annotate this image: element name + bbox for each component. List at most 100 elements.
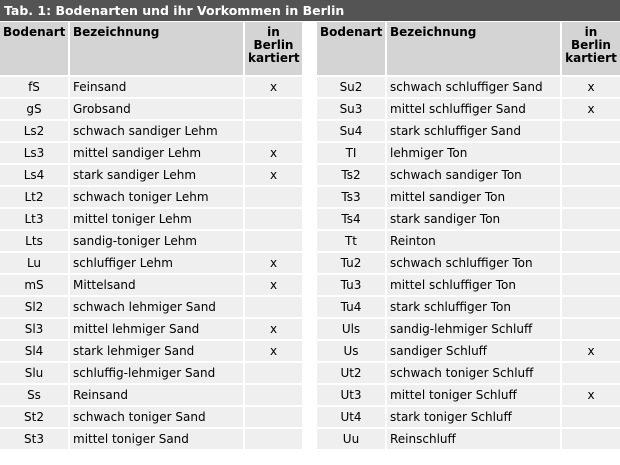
cell-bodenart: Ts2 xyxy=(317,164,387,187)
cell-bezeichnung: schwach schluffiger Ton xyxy=(386,252,562,275)
cell-bodenart: Ut3 xyxy=(317,384,387,407)
soil-table-right: Bodenart Bezeichnung in Berlin kartiert … xyxy=(317,22,620,451)
cell-bezeichnung: mittel toniger Lehm xyxy=(69,208,245,231)
cell-kartiert xyxy=(561,428,620,451)
table-row: Ls4 stark sandiger Lehm x xyxy=(0,164,302,187)
header-kartiert: in Berlin kartiert xyxy=(244,22,302,77)
table-row: gS Grobsand xyxy=(0,98,302,121)
cell-bezeichnung: stark sandiger Lehm xyxy=(69,164,245,187)
cell-bezeichnung: mittel toniger Schluff xyxy=(386,384,562,407)
table-row: Ut3 mittel toniger Schluff x xyxy=(317,384,620,407)
cell-kartiert xyxy=(561,142,620,165)
cell-bodenart: TI xyxy=(317,142,387,165)
cell-kartiert xyxy=(561,362,620,385)
cell-bezeichnung: mittel lehmiger Sand xyxy=(69,318,245,341)
cell-bezeichnung: stark sandiger Ton xyxy=(386,208,562,231)
table-row: Uu Reinschluff xyxy=(317,428,620,451)
cell-bezeichnung: Reinton xyxy=(386,230,562,253)
table-row: Ut2 schwach toniger Schluff xyxy=(317,362,620,385)
header-bodenart: Bodenart xyxy=(317,22,387,77)
cell-bezeichnung: Mittelsand xyxy=(69,274,245,297)
table-row: Lt2 schwach toniger Lehm xyxy=(0,186,302,209)
cell-kartiert xyxy=(244,362,302,385)
cell-bodenart: Ut2 xyxy=(317,362,387,385)
header-bezeichnung: Bezeichnung xyxy=(69,22,245,77)
cell-kartiert xyxy=(561,252,620,275)
cell-kartiert xyxy=(244,186,302,209)
cell-bodenart: Ts4 xyxy=(317,208,387,231)
cell-bezeichnung: stark schluffiger Ton xyxy=(386,296,562,319)
cell-bodenart: St2 xyxy=(0,406,70,429)
cell-kartiert xyxy=(561,120,620,143)
cell-kartiert: x xyxy=(244,318,302,341)
table-row: Uls sandig-lehmiger Schluff xyxy=(317,318,620,341)
header-row: Bodenart Bezeichnung in Berlin kartiert xyxy=(317,22,620,77)
cell-bodenart: Uu xyxy=(317,428,387,451)
cell-bezeichnung: mittel sandiger Lehm xyxy=(69,142,245,165)
cell-kartiert: x xyxy=(561,98,620,121)
cell-bezeichnung: schwach schluffiger Sand xyxy=(386,76,562,99)
header-bezeichnung: Bezeichnung xyxy=(386,22,562,77)
cell-kartiert: x xyxy=(561,384,620,407)
cell-kartiert xyxy=(561,164,620,187)
cell-bodenart: Tu4 xyxy=(317,296,387,319)
cell-bodenart: Ls4 xyxy=(0,164,70,187)
cell-bezeichnung: sandiger Schluff xyxy=(386,340,562,363)
cell-bodenart: Tu3 xyxy=(317,274,387,297)
cell-bezeichnung: mittel sandiger Ton xyxy=(386,186,562,209)
cell-bezeichnung: schwach sandiger Lehm xyxy=(69,120,245,143)
table-row: Tu4 stark schluffiger Ton xyxy=(317,296,620,319)
table-row: Ts3 mittel sandiger Ton xyxy=(317,186,620,209)
cell-kartiert xyxy=(561,406,620,429)
cell-bodenart: Lt3 xyxy=(0,208,70,231)
cell-kartiert xyxy=(244,120,302,143)
cell-bodenart: Sl2 xyxy=(0,296,70,319)
cell-kartiert xyxy=(561,274,620,297)
cell-bodenart: Su2 xyxy=(317,76,387,99)
cell-bezeichnung: stark lehmiger Sand xyxy=(69,340,245,363)
cell-kartiert xyxy=(244,296,302,319)
cell-bodenart: mS xyxy=(0,274,70,297)
table-row: TI lehmiger Ton xyxy=(317,142,620,165)
cell-kartiert xyxy=(561,318,620,341)
table-row: Tu3 mittel schluffiger Ton xyxy=(317,274,620,297)
table-row: Lts sandig-toniger Lehm xyxy=(0,230,302,253)
cell-kartiert: x xyxy=(244,340,302,363)
table-row: Us sandiger Schluff x xyxy=(317,340,620,363)
table-row: Lu schluffiger Lehm x xyxy=(0,252,302,275)
cell-bezeichnung: sandig-lehmiger Schluff xyxy=(386,318,562,341)
table-row: Sl4 stark lehmiger Sand x xyxy=(0,340,302,363)
cell-kartiert: x xyxy=(244,274,302,297)
cell-bezeichnung: stark toniger Schluff xyxy=(386,406,562,429)
cell-bodenart: Su3 xyxy=(317,98,387,121)
cell-kartiert: x xyxy=(244,76,302,99)
cell-bezeichnung: schwach lehmiger Sand xyxy=(69,296,245,319)
cell-bezeichnung: Feinsand xyxy=(69,76,245,99)
table-row: Ts2 schwach sandiger Ton xyxy=(317,164,620,187)
cell-bodenart: Su4 xyxy=(317,120,387,143)
cell-kartiert xyxy=(561,208,620,231)
cell-kartiert: x xyxy=(561,76,620,99)
cell-bezeichnung: Reinschluff xyxy=(386,428,562,451)
cell-bodenart: Ts3 xyxy=(317,186,387,209)
cell-bezeichnung: schluffig-lehmiger Sand xyxy=(69,362,245,385)
cell-bodenart: Lts xyxy=(0,230,70,253)
cell-kartiert xyxy=(244,230,302,253)
cell-bodenart: Lt2 xyxy=(0,186,70,209)
header-row: Bodenart Bezeichnung in Berlin kartiert xyxy=(0,22,302,77)
table-row: Ut4 stark toniger Schluff xyxy=(317,406,620,429)
cell-bodenart: Uls xyxy=(317,318,387,341)
header-kartiert: in Berlin kartiert xyxy=(561,22,620,77)
table-row: mS Mittelsand x xyxy=(0,274,302,297)
table-title: Tab. 1: Bodenarten und ihr Vorkommen in … xyxy=(0,0,620,21)
cell-bodenart: Tu2 xyxy=(317,252,387,275)
table-row: Sl2 schwach lehmiger Sand xyxy=(0,296,302,319)
cell-bezeichnung: Grobsand xyxy=(69,98,245,121)
cell-bodenart: Us xyxy=(317,340,387,363)
table-row: Tt Reinton xyxy=(317,230,620,253)
table-row: Tu2 schwach schluffiger Ton xyxy=(317,252,620,275)
table-row: Ss Reinsand xyxy=(0,384,302,407)
cell-bodenart: Ls3 xyxy=(0,142,70,165)
table-row: Slu schluffig-lehmiger Sand xyxy=(0,362,302,385)
cell-bodenart: Sl3 xyxy=(0,318,70,341)
